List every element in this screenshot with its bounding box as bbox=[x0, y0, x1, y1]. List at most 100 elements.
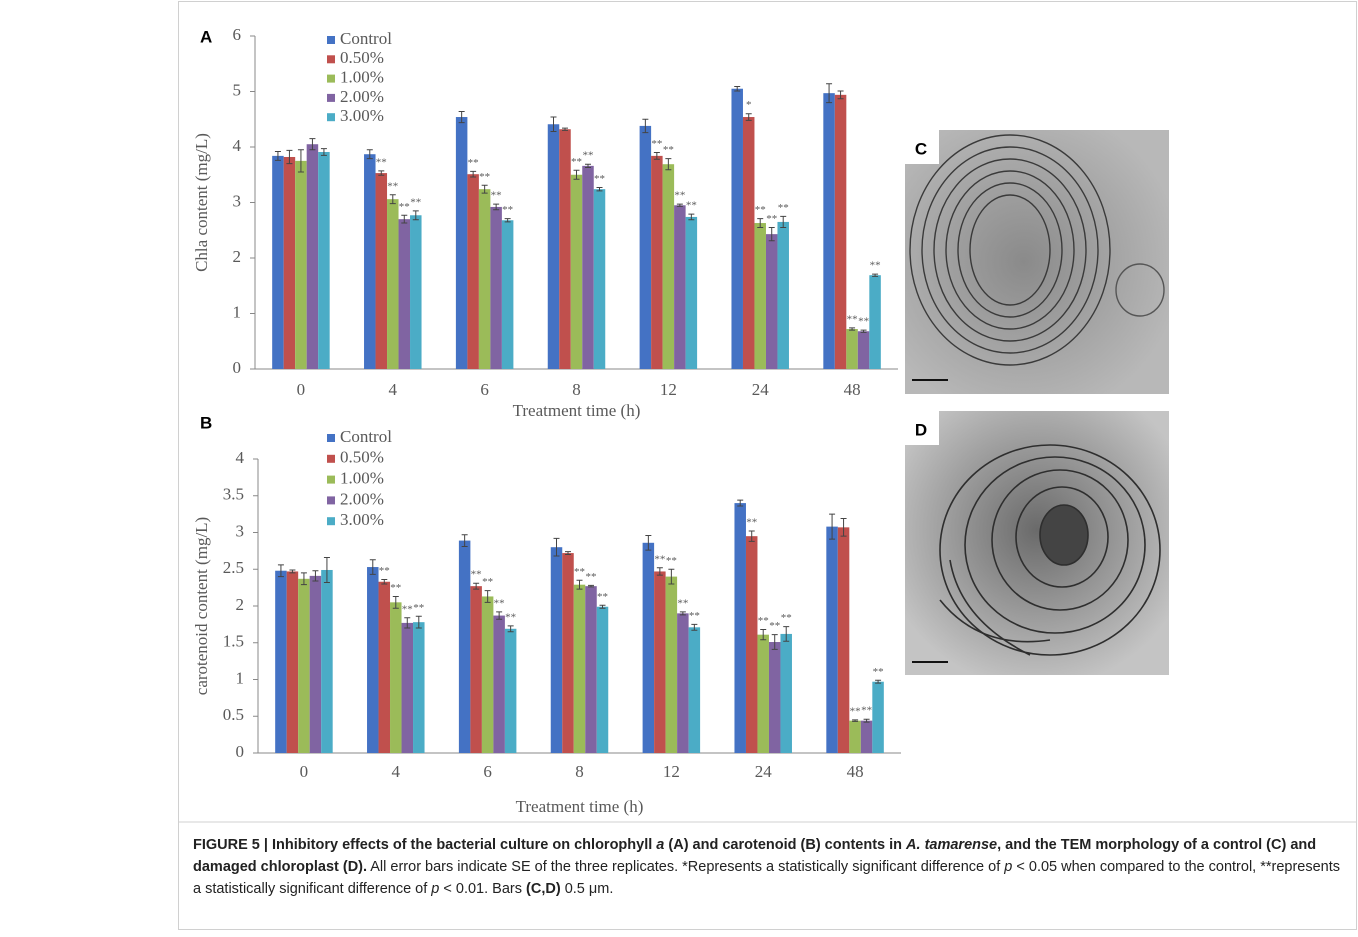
legend-swatch bbox=[327, 434, 335, 442]
error-bar bbox=[565, 552, 571, 555]
x-tick-label: 48 bbox=[844, 380, 861, 399]
bar bbox=[307, 144, 319, 369]
legend-swatch bbox=[327, 75, 335, 83]
panel-label: A bbox=[200, 27, 212, 46]
significance-mark: ** bbox=[778, 202, 789, 214]
significance-mark: ** bbox=[387, 180, 398, 192]
bar bbox=[869, 275, 881, 369]
y-tick-label: 6 bbox=[233, 25, 242, 44]
legend-label: 2.00% bbox=[340, 87, 384, 106]
bar bbox=[734, 503, 746, 753]
error-bar bbox=[849, 328, 855, 330]
panel-label: B bbox=[200, 413, 212, 432]
bar bbox=[410, 215, 422, 369]
y-tick-label: 4 bbox=[233, 136, 242, 155]
y-tick-label: 4 bbox=[236, 448, 245, 467]
bar bbox=[766, 234, 778, 369]
legend-swatch bbox=[327, 455, 335, 463]
significance-mark: ** bbox=[666, 555, 677, 567]
x-tick-label: 4 bbox=[389, 380, 398, 399]
y-tick-label: 3.5 bbox=[223, 485, 244, 504]
bar bbox=[284, 157, 296, 369]
bar bbox=[823, 93, 835, 369]
significance-mark: ** bbox=[479, 171, 490, 183]
y-tick-label: 5 bbox=[233, 80, 242, 99]
y-tick-label: 2.5 bbox=[223, 558, 244, 577]
bar bbox=[559, 129, 571, 369]
significance-mark: * bbox=[746, 99, 752, 111]
bar bbox=[689, 627, 701, 753]
bar bbox=[666, 577, 678, 753]
error-bar bbox=[289, 570, 295, 573]
bar bbox=[295, 161, 307, 369]
bar bbox=[551, 547, 563, 753]
bar bbox=[367, 567, 379, 753]
y-axis-title: carotenoid content (mg/L) bbox=[192, 517, 211, 695]
page: C D AChla content (mg/L)Treatment time (… bbox=[0, 0, 1358, 932]
bar bbox=[490, 207, 502, 369]
bar bbox=[585, 586, 597, 753]
y-tick-label: 1.5 bbox=[223, 632, 244, 651]
bar bbox=[387, 199, 399, 369]
bar bbox=[826, 527, 838, 753]
bar bbox=[574, 585, 586, 753]
bar bbox=[757, 635, 769, 753]
significance-mark: ** bbox=[873, 666, 884, 678]
bar bbox=[677, 613, 689, 753]
legend-label: 1.00% bbox=[340, 68, 384, 87]
significance-mark: ** bbox=[858, 316, 869, 328]
significance-mark: ** bbox=[654, 553, 665, 565]
bar bbox=[754, 223, 766, 369]
caption: FIGURE 5 | Inhibitory effects of the bac… bbox=[193, 834, 1343, 900]
y-axis-title: Chla content (mg/L) bbox=[192, 133, 211, 272]
bar bbox=[364, 154, 376, 369]
tem-image-c bbox=[905, 130, 1169, 394]
x-tick-label: 6 bbox=[483, 762, 492, 781]
caption-text: FIGURE 5 | Inhibitory effects of the bac… bbox=[193, 837, 656, 853]
legend-swatch bbox=[327, 55, 335, 63]
caption-text: All error bars indicate SE of the three … bbox=[367, 859, 1004, 875]
legend-swatch bbox=[327, 496, 335, 504]
caption-text: < 0.01. Bars bbox=[439, 881, 526, 897]
significance-mark: ** bbox=[390, 582, 401, 594]
significance-mark: ** bbox=[399, 201, 410, 213]
x-tick-label: 8 bbox=[572, 380, 581, 399]
bar bbox=[390, 602, 402, 753]
legend-label: 1.00% bbox=[340, 469, 384, 488]
significance-mark: ** bbox=[769, 620, 780, 632]
legend-label: 0.50% bbox=[340, 48, 384, 67]
x-tick-label: 0 bbox=[300, 762, 309, 781]
bar bbox=[505, 629, 516, 753]
bar bbox=[780, 634, 792, 753]
legend-swatch bbox=[327, 36, 335, 44]
caption-text: (C,D) bbox=[526, 881, 561, 897]
significance-mark: ** bbox=[468, 157, 479, 169]
legend-label: 3.00% bbox=[340, 510, 384, 529]
caption-text: 0.5 μm. bbox=[561, 881, 614, 897]
significance-mark: ** bbox=[471, 569, 482, 581]
bar bbox=[272, 156, 284, 369]
bar bbox=[399, 219, 411, 369]
significance-mark: ** bbox=[861, 705, 872, 717]
y-tick-label: 3 bbox=[236, 521, 245, 540]
legend-label: 2.00% bbox=[340, 489, 384, 508]
bar bbox=[858, 331, 870, 369]
bar bbox=[731, 89, 743, 369]
significance-mark: ** bbox=[379, 565, 390, 577]
significance-mark: ** bbox=[755, 204, 766, 216]
significance-mark: ** bbox=[766, 213, 777, 225]
bar bbox=[674, 205, 686, 369]
significance-mark: ** bbox=[491, 190, 502, 202]
bar bbox=[562, 553, 574, 753]
error-bar bbox=[875, 680, 881, 683]
significance-mark: ** bbox=[494, 597, 505, 609]
x-axis-title: Treatment time (h) bbox=[513, 401, 641, 420]
y-tick-label: 1 bbox=[233, 302, 242, 321]
significance-mark: ** bbox=[850, 705, 861, 717]
caption-text: (A) and carotenoid (B) contents in bbox=[664, 837, 906, 853]
significance-mark: ** bbox=[663, 144, 674, 156]
bar bbox=[686, 217, 698, 369]
significance-mark: ** bbox=[674, 190, 685, 202]
y-tick-label: 2 bbox=[236, 595, 245, 614]
bar bbox=[640, 126, 652, 369]
